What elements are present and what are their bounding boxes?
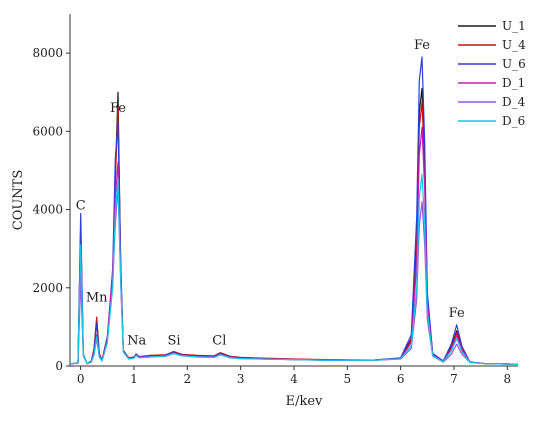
x-tick-label: 6 [397,372,405,386]
legend-label: U_4 [502,38,526,52]
x-tick-label: 4 [290,372,298,386]
y-axis-title: COUNTS [11,170,26,231]
x-tick-label: 2 [184,372,192,386]
y-tick-label: 8000 [32,46,63,60]
peak-label: Mn [86,290,108,305]
legend: U_1 U_4 U_6 D_1 D_4 D_6 [458,19,526,128]
legend-label: D_1 [502,76,525,90]
x-tick-label: 5 [344,372,352,386]
peak-label: Na [127,333,146,348]
x-tick-label: 8 [504,372,512,386]
legend-label: D_4 [502,95,526,109]
peak-label: C [76,199,86,214]
series-lines [69,56,519,365]
x-axis-title: E/kev [286,394,323,409]
series-line-u-1 [69,87,519,365]
peak-label: Fe [414,38,430,53]
x-tick-label: 7 [450,372,458,386]
peak-annotations: C Mn Fe Na Si Cl Fe Fe [76,38,465,348]
legend-label: U_6 [502,57,526,71]
x-tick-label: 1 [130,372,138,386]
peak-label: Fe [449,306,465,321]
legend-label: D_6 [502,114,525,128]
peak-label: Si [167,333,180,348]
y-tick-label: 6000 [32,124,63,138]
x-tick-label: 0 [77,372,85,386]
series-line-u-4 [69,101,519,365]
legend-label: U_1 [502,19,526,33]
axes: 0 1 2 3 4 5 6 7 8 0 2000 4000 6000 8000 E/kev COUNTS [11,14,518,409]
peak-label: Fe [110,101,126,116]
y-tick-label: 4000 [32,203,63,217]
peak-label: Cl [212,333,226,348]
series-line-d-1 [69,126,519,365]
y-tick-label: 2000 [32,281,63,295]
y-tick-label: 0 [55,359,63,373]
series-line-d-6 [69,173,519,365]
x-tick-label: 3 [237,372,245,386]
